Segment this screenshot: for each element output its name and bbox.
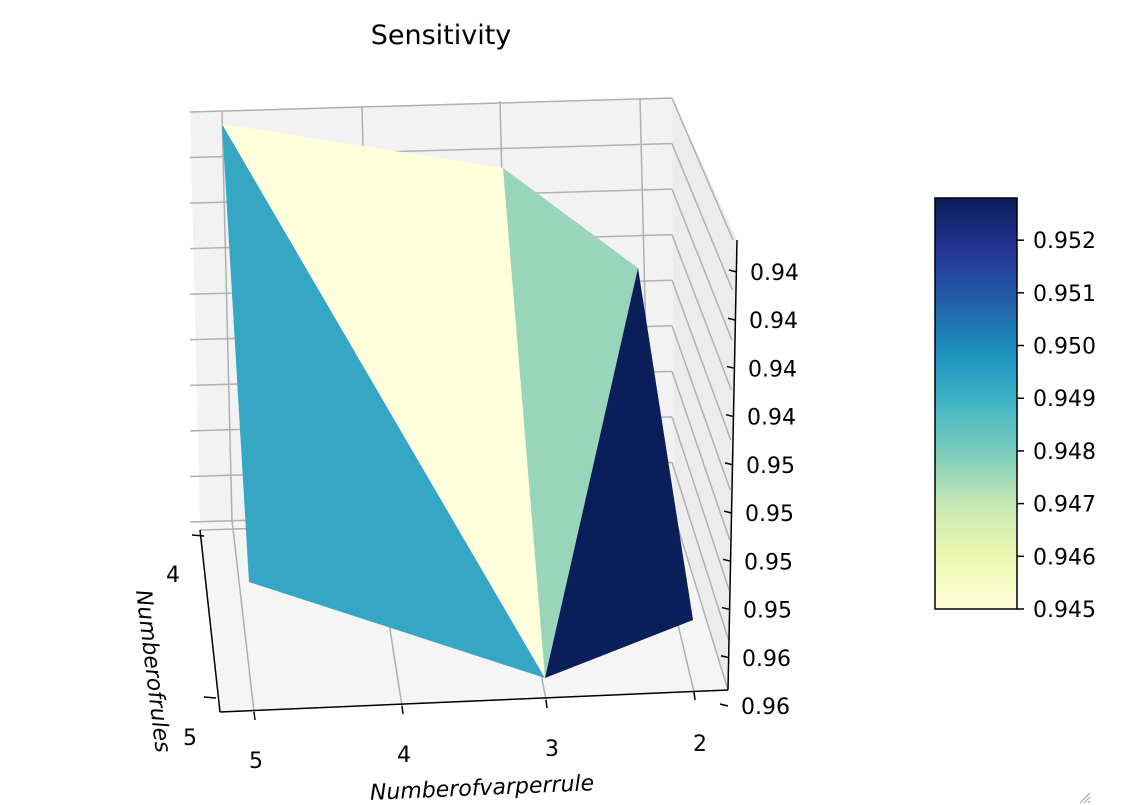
colorbar-tick-label: 0.949 — [1033, 387, 1096, 412]
z-tick-mark — [723, 510, 733, 514]
resize-grip-icon[interactable] — [1079, 792, 1091, 804]
y-tick-mark — [203, 696, 217, 699]
colorbar-tick-label: 0.946 — [1033, 545, 1096, 570]
z-tick-mark — [724, 462, 734, 466]
z-tick-label: 0.95 — [746, 454, 795, 479]
z-tick-mark — [726, 365, 736, 370]
z-tick-label: 0.96 — [741, 695, 790, 720]
x-ticks: 5 4 3 2 — [249, 691, 707, 774]
y-ticks: 45 — [166, 534, 217, 751]
surface — [222, 124, 693, 678]
z-tick-mark — [728, 269, 738, 273]
z-tick-mark — [725, 413, 735, 418]
z-tick-label: 0.95 — [745, 502, 794, 527]
colorbar-tick-label: 0.951 — [1033, 282, 1096, 307]
z-tick-mark — [720, 655, 730, 659]
z-tick-mark — [719, 703, 729, 707]
colorbar-tick-label: 0.950 — [1033, 335, 1096, 360]
face-right — [545, 268, 693, 678]
x-tick-mark — [401, 705, 404, 715]
y-axis-line — [199, 529, 221, 713]
z-tick-label: 0.95 — [743, 599, 792, 624]
z-tick-label: 0.94 — [748, 357, 797, 382]
y-tick-label: 5 — [183, 726, 197, 751]
z-tick-label: 0.94 — [749, 309, 798, 334]
face-middle-left — [222, 124, 545, 678]
y-tick-mark — [191, 534, 205, 537]
x-tick-mark — [693, 691, 696, 701]
colorbar-tick-label: 0.948 — [1033, 440, 1096, 465]
colorbar — [934, 197, 1018, 610]
x-tick-mark — [545, 699, 548, 709]
y-axis-label: Numberofrules — [130, 588, 175, 754]
x-tick-mark — [253, 711, 256, 721]
colorbar-tick-label: 0.952 — [1033, 229, 1096, 254]
z-ticks: 0.94 0.94 0.94 0.94 0.95 0.95 0.95 0.95 0.96 0.96 — [719, 261, 799, 720]
colorbar-ticks: 0.945 0.946 0.947 0.948 0.949 0.950 0.951 0.952 — [1017, 229, 1096, 623]
y-tick-label: 4 — [166, 563, 180, 588]
z-tick-mark — [721, 606, 731, 611]
z-tick-label: 0.95 — [744, 550, 793, 575]
x-tick-label: 4 — [397, 743, 411, 768]
z-tick-label: 0.94 — [747, 406, 796, 431]
right-wall-pane — [672, 98, 737, 690]
x-axis-line — [219, 689, 729, 713]
x-axis-label: Numberofvarperrule — [369, 771, 594, 805]
chart-title: Sensitivity — [371, 20, 512, 51]
z-tick-label: 0.94 — [750, 261, 799, 286]
colorbar-tick-label: 0.945 — [1033, 598, 1096, 623]
z-tick-label: 0.96 — [742, 647, 791, 672]
z-tick-mark — [727, 317, 737, 321]
colorbar-tick-label: 0.947 — [1033, 493, 1096, 518]
z-tick-mark — [722, 558, 732, 563]
x-tick-label: 5 — [249, 749, 263, 774]
x-tick-label: 2 — [693, 732, 707, 757]
x-tick-label: 3 — [545, 737, 559, 762]
face-middle-right — [503, 168, 638, 678]
